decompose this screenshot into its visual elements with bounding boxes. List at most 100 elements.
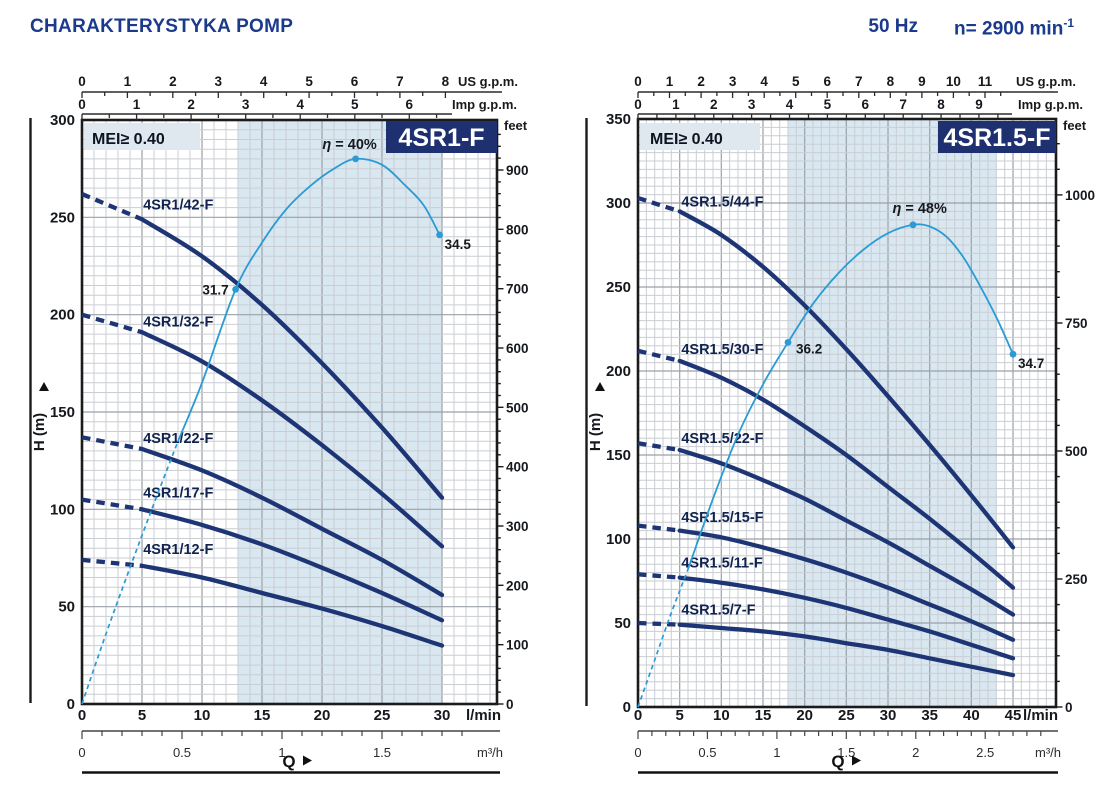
efficiency-value: 31.7 [202,282,228,297]
tick-label: 1 [124,74,132,89]
tick-label: 100 [50,501,75,518]
tick-label: 1.5 [373,745,391,760]
tick-label: 15 [755,707,772,724]
tick-label: 100 [606,531,631,548]
curve-dashed-segment [637,348,681,363]
pump-chart-4SR1-F: 0 1 2 3 4 5 6 7 8 US g.p.m.0 1 2 3 4 5 6 Imp g.p.m.01002… [29,74,529,774]
tick-label: 200 [606,363,631,380]
pump-curve-4SR1.5/44-F: 4SR1.5/44-F [637,194,1016,550]
efficiency-point [232,286,240,293]
efficiency-solid-segment [687,223,1014,570]
tick-label: 500 [1065,444,1088,459]
curve-label: 4SR1/17-F [143,486,213,502]
tick-label: 5 [138,707,146,724]
tick-label: 3 [729,74,737,89]
tick-label: 2 [187,97,195,112]
axis-unit-us-gpm: US g.p.m. [1016,74,1076,89]
mei-label: MEI≥ 0.40 [92,131,165,148]
tick-label: 0 [78,745,85,760]
tick-label: 6 [823,74,831,89]
tick-label: 4 [786,97,794,112]
curve-dashed-segment [81,557,143,568]
tick-label: 7 [899,97,907,112]
curve-solid-segment [139,507,445,623]
efficiency-curve: 31.7 34.5 η = 40% [81,137,472,705]
efficiency-point [1009,350,1017,358]
curve-label: 4SR1/42-F [143,198,213,214]
pump-curve-4SR1.5/22-F: 4SR1.5/22-F [637,431,1016,617]
mei-label: MEI≥ 0.40 [650,131,723,148]
tick-label: 35 [921,707,938,724]
axis-unit-m3h: m³/h [477,745,503,760]
tick-label: 7 [396,74,404,89]
tick-label: 20 [796,707,813,724]
mei-box: MEI≥ 0.40 [640,123,760,150]
axis-h-meters: 0 50 100 150 200 250 300 350 H (m) [585,111,631,716]
curve-solid-segment [139,563,445,648]
curve-solid-segment [677,358,1016,590]
curve-solid-segment [677,447,1016,617]
axis-unit-imp-gpm: Imp g.p.m. [1018,97,1083,112]
curve-solid-segment [677,209,1016,550]
axis-unit-us-gpm: US g.p.m. [458,74,518,89]
axis-unit-lmin: l/min [1023,707,1058,724]
curve-dashed-segment [637,523,680,533]
speed-exponent: -1 [1063,16,1074,30]
curve-dashed-segment [637,441,681,453]
model-badge-bg [938,121,1056,153]
axis-lmin: 0 5 10 15 20 25 30 35 40 45 l/min [634,707,1058,724]
tick-label: 9 [918,74,926,89]
tick-label: 5 [824,97,832,112]
curve-solid-segment [677,528,1016,642]
pump-curve-4SR1/12-F: 4SR1/12-F [81,542,445,648]
tick-label: 350 [606,111,631,128]
tick-label: 250 [606,279,631,296]
tick-label: 40 [963,707,980,724]
efficiency-solid-segment [177,157,441,442]
pump-curve-4SR1/32-F: 4SR1/32-F [81,312,445,549]
efficiency-value: 34.5 [445,237,472,252]
tick-label: 0 [1065,700,1073,715]
tick-label: 8 [937,97,945,112]
tick-label: 9 [975,97,983,112]
up-arrow-icon [39,382,49,391]
tick-label: 20 [314,707,331,724]
tick-label: 4 [296,97,304,112]
model-badge-bg [386,121,497,153]
right-arrow-icon [852,755,861,766]
tick-label: 2 [697,74,705,89]
pump-curve-4SR1/17-F: 4SR1/17-F [81,486,445,623]
curve-label: 4SR1/12-F [143,542,213,558]
plot-frame [80,118,499,706]
tick-label: 1 [666,74,674,89]
curve-solid-segment [139,330,445,549]
tick-label: 0.5 [698,745,716,760]
tick-label: 5 [792,74,800,89]
mei-box-bg [640,123,760,150]
efficiency-dashed-segment [637,568,689,708]
tick-label: 45 [1005,707,1022,724]
tick-label: 700 [506,282,529,297]
tick-label: 200 [50,307,75,324]
curve-dashed-segment [637,620,680,627]
axis-feet: 0 100 200 300 400 500 600 700 800 900 feet [497,118,529,712]
axis-unit-imp-gpm: Imp g.p.m. [452,97,517,112]
pump-curve-4SR1.5/30-F: 4SR1.5/30-F [637,342,1016,590]
tick-label: 0 [78,74,86,89]
tick-label: 250 [50,209,75,226]
tick-label: 10 [194,707,211,724]
tick-label: 2.5 [976,745,994,760]
tick-label: 2 [169,74,177,89]
right-arrow-icon [303,755,312,766]
efficiency-label: η = 48% [892,201,947,217]
q-label: Q [831,752,844,771]
y-axis-title: H (m) [31,413,48,451]
curve-label: 4SR1.5/30-F [681,342,763,358]
model-name: 4SR1-F [398,124,484,152]
pump-curve-4SR1/22-F: 4SR1/22-F [81,431,445,598]
axis-us-gpm: 0 1 2 3 4 5 6 7 8 9 10 11 US g.p.m. [634,74,1076,98]
tick-label: 50 [58,599,75,616]
tick-label: 3 [215,74,223,89]
tick-label: 10 [946,74,961,89]
tick-label: 25 [838,707,855,724]
